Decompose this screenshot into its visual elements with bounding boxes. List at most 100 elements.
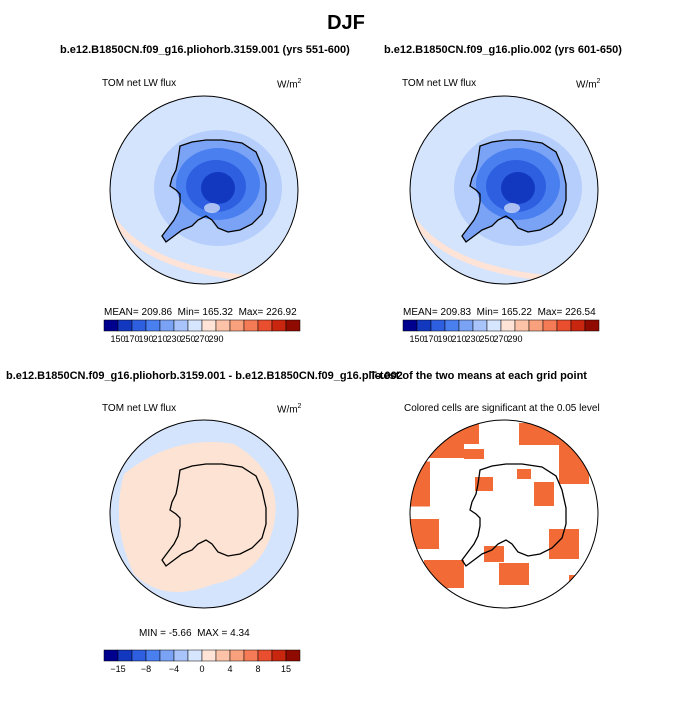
significant-cells — [519, 423, 569, 445]
min-label: Min= — [177, 307, 200, 318]
colorbar-swatch — [570, 319, 586, 332]
significant-cells — [475, 477, 493, 491]
colorbar-swatch — [159, 649, 175, 662]
colorbar-swatch — [103, 319, 119, 332]
colorbar-tick-label: 0 — [199, 664, 204, 674]
colorbar-tick-label: 250 — [479, 334, 494, 344]
colorbar-swatch — [285, 649, 301, 662]
significant-cells — [517, 469, 531, 479]
polar-map-significance — [410, 420, 598, 608]
stats-top-right: MEAN= 209.83 Min= 165.22 Max= 226.54 — [403, 307, 596, 318]
colorbar-tick-label: 150 — [409, 334, 424, 344]
colorbar-tick-label: −8 — [141, 664, 151, 674]
colorbar-swatch — [117, 649, 133, 662]
colorbar-swatch — [514, 319, 530, 332]
mean-value: 209.83 — [440, 307, 472, 318]
colorbar-swatch — [556, 319, 572, 332]
panel-title-bottom-right: T-test of the two means at each grid poi… — [370, 370, 587, 382]
colorbar-swatch — [430, 319, 446, 332]
colorbar-swatch — [271, 319, 287, 332]
max-label: Max= — [537, 307, 563, 318]
min-label: Min= — [476, 307, 499, 318]
colorbar-swatch — [486, 319, 502, 332]
significant-cells — [559, 444, 589, 484]
colorbar-tick-label: 290 — [208, 334, 223, 344]
units-base: W/m — [576, 79, 597, 91]
max-label: MAX = — [197, 628, 228, 639]
colorbar-swatch — [215, 319, 231, 332]
colorbar-swatch — [215, 649, 231, 662]
panel-title-top-left: b.e12.B1850CN.f09_g16.pliohorb.3159.001 … — [60, 44, 350, 56]
units-sup: 2 — [596, 78, 601, 85]
colorbar-swatch — [201, 319, 217, 332]
colorbar-tick-label: 230 — [465, 334, 480, 344]
map-border-significance — [409, 419, 599, 609]
colorbar-swatch — [159, 319, 175, 332]
colorbar-swatch — [145, 649, 161, 662]
colorbar-swatch — [187, 649, 203, 662]
units-top-right: W/m2 — [576, 78, 600, 90]
significant-cells — [534, 482, 554, 506]
panel-title-bottom-left: b.e12.B1850CN.f09_g16.pliohorb.3159.001 … — [6, 370, 403, 382]
colorbar-tick-label: 170 — [423, 334, 438, 344]
colorbar-tick-label: −4 — [169, 664, 179, 674]
significance-note: Colored cells are significant at the 0.0… — [404, 403, 600, 414]
units-sup: 2 — [297, 403, 302, 410]
min-value: 165.22 — [501, 307, 532, 318]
significant-cells — [549, 529, 579, 559]
map-border-top-right — [409, 95, 599, 285]
colorbar-swatch — [131, 649, 147, 662]
colorbar-swatch — [117, 319, 133, 332]
colorbar-swatch — [500, 319, 516, 332]
colorbar-swatch — [103, 649, 119, 662]
mean-label: MEAN= — [403, 307, 438, 318]
units-top-left: W/m2 — [277, 78, 301, 90]
colorbar-swatch — [201, 649, 217, 662]
significant-cells — [569, 575, 589, 593]
significant-cells — [499, 563, 529, 585]
variable-label-bottom-left: TOM net LW flux — [102, 403, 177, 414]
coastline — [161, 463, 267, 567]
coastline — [461, 139, 567, 243]
stats-top-left: MEAN= 209.86 Min= 165.32 Max= 226.92 — [104, 307, 297, 318]
colorbar-swatch — [243, 319, 259, 332]
units-bottom-left: W/m2 — [277, 403, 301, 415]
colorbar-swatch — [472, 319, 488, 332]
colorbar-tick-label: 270 — [493, 334, 508, 344]
units-base: W/m — [277, 79, 298, 91]
colorbar-tick-label: 170 — [124, 334, 139, 344]
polar-map-top-left — [110, 96, 298, 284]
colorbar-swatch — [173, 649, 189, 662]
colorbar-tick-label: 15 — [281, 664, 291, 674]
colorbar-swatch — [173, 319, 189, 332]
panel-title-top-right: b.e12.B1850CN.f09_g16.plio.002 (yrs 601-… — [384, 44, 622, 56]
colorbar-tick-label: 4 — [227, 664, 232, 674]
colorbar-swatch — [271, 649, 287, 662]
colorbar-swatch — [257, 319, 273, 332]
colorbar-swatch — [131, 319, 147, 332]
colorbar-tick-label: 230 — [166, 334, 181, 344]
significant-cells — [464, 449, 484, 459]
colorbar-tick-label: 210 — [152, 334, 167, 344]
colorbar-swatch — [257, 649, 273, 662]
polar-map-difference — [110, 420, 298, 608]
significant-cells — [410, 519, 439, 549]
colorbar-swatch — [229, 319, 245, 332]
max-value: 226.92 — [266, 307, 297, 318]
colorbar-swatch — [145, 319, 161, 332]
colorbar-swatch — [584, 319, 600, 332]
colorbar-swatch — [444, 319, 460, 332]
polar-map-top-right — [410, 96, 598, 284]
colorbar-bottom-left: −15 −8 −4 0 4 8 15 — [103, 649, 301, 674]
contour-level-5 — [201, 172, 235, 204]
colorbar-swatch — [187, 319, 203, 332]
units-sup: 2 — [297, 78, 302, 85]
colorbar-swatch — [285, 319, 301, 332]
significant-cells — [484, 546, 504, 562]
min-value: -5.66 — [168, 628, 192, 639]
max-value: 226.54 — [565, 307, 596, 318]
